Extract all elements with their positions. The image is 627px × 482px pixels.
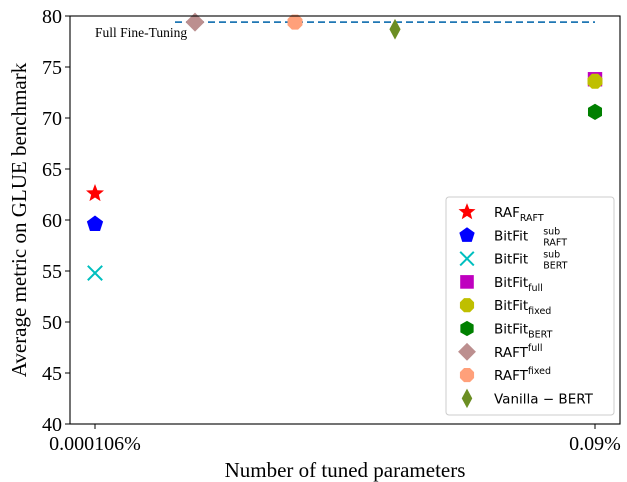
reference-line-group: Full Fine-Tuning <box>95 21 595 40</box>
legend-entry: BitFitfull <box>494 275 543 294</box>
data-point <box>87 265 103 281</box>
legend-entry: BitFit sub BERT <box>494 250 568 272</box>
legend-entry: BitFitfixed <box>494 298 551 317</box>
legend-marker <box>458 342 476 361</box>
legend-marker <box>461 388 473 409</box>
y-tick-label: 40 <box>42 414 62 436</box>
y-tick-label: 65 <box>42 159 62 181</box>
y-tick-label: 55 <box>42 261 62 283</box>
y-ticks: 40 45 50 55 60 65 70 75 80 <box>42 6 70 436</box>
legend-entry: RAFTfixed <box>494 366 551 384</box>
y-tick-label: 75 <box>42 57 62 79</box>
legend-marker <box>459 251 475 267</box>
data-point <box>185 12 205 32</box>
legend-box <box>445 196 615 416</box>
x-tick-label: 0.000106% <box>49 433 141 455</box>
x-tick-label: 0.09% <box>569 433 621 455</box>
x-ticks: 0.000106% 0.09% <box>49 424 621 455</box>
y-tick-label: 60 <box>42 210 62 232</box>
y-tick-label: 80 <box>42 6 62 28</box>
legend-marker <box>460 275 474 289</box>
legend-marker <box>459 227 475 242</box>
y-tick-label: 70 <box>42 108 62 130</box>
legend-marker <box>459 368 475 383</box>
legend-entry: RAFTfull <box>494 343 543 361</box>
data-point <box>86 215 104 231</box>
legend-marker <box>458 203 476 220</box>
y-tick-label: 50 <box>42 312 62 334</box>
data-point <box>389 18 401 40</box>
full-fine-tuning-label: Full Fine-Tuning <box>95 25 187 40</box>
data-point <box>287 14 303 30</box>
legend-entry: BitFitBERT <box>494 322 553 341</box>
y-tick-label: 45 <box>42 363 62 385</box>
legend-marker <box>459 298 475 313</box>
data-point <box>587 103 603 120</box>
legend-entry: BitFit sub RAFT <box>494 226 567 248</box>
legend-marker <box>460 320 474 337</box>
data-points <box>86 12 603 281</box>
data-point <box>86 184 104 202</box>
y-axis-label: Average metric on GLUE benchmark <box>7 62 31 377</box>
x-axis-label: Number of tuned parameters <box>225 458 466 482</box>
legend-entry: RAFRAFT <box>494 205 544 224</box>
legend-entry: Vanilla − BERT <box>494 391 594 407</box>
data-point <box>587 73 603 89</box>
